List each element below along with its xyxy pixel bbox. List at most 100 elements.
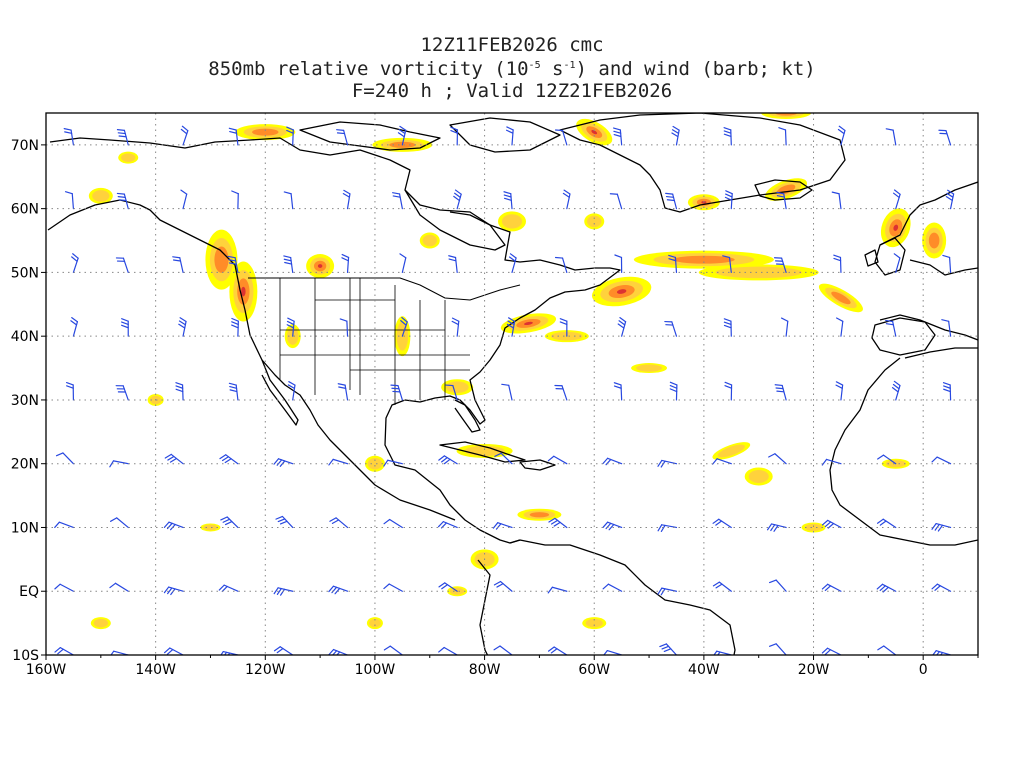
wind-barb bbox=[506, 317, 516, 337]
wind-barb bbox=[669, 381, 678, 401]
wind-barb bbox=[671, 125, 680, 146]
wind-barb bbox=[877, 454, 897, 465]
vorticity-contour bbox=[317, 264, 323, 268]
vorticity-contour bbox=[775, 113, 798, 116]
wind-barb bbox=[493, 645, 513, 655]
wind-barb bbox=[339, 318, 349, 337]
hudson-bay bbox=[404, 189, 506, 251]
wind-barb bbox=[508, 253, 517, 274]
wind-barb bbox=[383, 459, 403, 467]
wind-barb bbox=[712, 518, 732, 529]
wind-barb bbox=[931, 583, 952, 592]
wind-barb bbox=[109, 582, 129, 592]
lon-tick-label: 120W bbox=[245, 662, 286, 678]
wind-barb bbox=[329, 517, 349, 529]
wind-barb bbox=[286, 126, 294, 146]
lat-tick-label: 70N bbox=[11, 138, 39, 154]
lon-tick-label: 100W bbox=[355, 662, 396, 678]
wind-barb bbox=[228, 127, 239, 146]
chart-title: 12Z11FEB2026 cmc bbox=[420, 34, 604, 56]
wind-barb bbox=[554, 384, 568, 401]
subtitle-exponent-2: -1 bbox=[563, 60, 576, 71]
chart-subtitle: 850mb relative vorticity (10-5 s-1) and … bbox=[0, 58, 1024, 80]
vorticity-contour bbox=[445, 381, 469, 393]
lon-tick-label: 160W bbox=[26, 662, 67, 678]
wind-barb bbox=[774, 384, 787, 401]
vorticity-blob bbox=[205, 229, 238, 290]
vorticity-contour bbox=[585, 618, 603, 628]
wind-barb bbox=[109, 460, 129, 468]
lon-tick-label: 60W bbox=[578, 662, 610, 678]
lon-tick-label: 20W bbox=[798, 662, 830, 678]
lat-tick-label: 60N bbox=[11, 202, 39, 218]
wind-barb bbox=[617, 316, 627, 337]
wind-barb bbox=[453, 189, 462, 210]
wind-barb bbox=[602, 457, 623, 466]
wind-barb bbox=[833, 254, 842, 274]
wind-barb bbox=[547, 646, 568, 655]
wind-barb bbox=[178, 317, 187, 337]
vorticity-contour bbox=[804, 523, 823, 532]
wind-barb bbox=[54, 521, 75, 529]
wind-barb bbox=[287, 381, 296, 401]
wind-barb bbox=[55, 452, 75, 465]
europe-coast bbox=[879, 181, 978, 341]
wind-barb bbox=[231, 317, 239, 337]
wind-barb bbox=[891, 380, 901, 401]
vorticity-blob bbox=[712, 442, 751, 460]
subtitle-part-1: 850mb relative vorticity (10 bbox=[208, 58, 529, 80]
wind-barb bbox=[115, 257, 129, 274]
wind-barb bbox=[778, 127, 787, 146]
wind-barb bbox=[383, 583, 403, 592]
wind-barb bbox=[163, 521, 184, 531]
wind-barb bbox=[110, 650, 129, 655]
wind-barb bbox=[399, 253, 407, 274]
vorticity-blob bbox=[761, 113, 812, 119]
vorticity-blob bbox=[584, 213, 605, 230]
wind-barb bbox=[438, 582, 458, 592]
canada-arctic-islands bbox=[299, 117, 561, 153]
wind-barb bbox=[336, 129, 349, 146]
wind-barb bbox=[942, 382, 952, 401]
baja bbox=[261, 359, 299, 426]
vorticity-contour bbox=[616, 289, 627, 294]
vorticity-blob bbox=[880, 208, 911, 248]
wind-barb bbox=[724, 190, 733, 210]
vorticity-blob bbox=[366, 617, 383, 630]
wind-barb bbox=[837, 125, 846, 146]
wind-barb bbox=[768, 579, 787, 592]
wind-barb bbox=[547, 586, 568, 594]
vorticity-contour bbox=[524, 321, 533, 326]
wind-barb bbox=[931, 456, 952, 465]
wind-barb bbox=[712, 458, 732, 465]
vorticity-contour bbox=[636, 364, 663, 372]
wind-barb bbox=[723, 318, 732, 337]
lat-tick-label: 10S bbox=[12, 648, 39, 664]
lon-tick-label: 0 bbox=[919, 662, 928, 678]
wind-barbs bbox=[54, 125, 955, 655]
wind-barb bbox=[337, 383, 349, 401]
florida bbox=[454, 399, 481, 433]
wind-barb bbox=[383, 518, 403, 529]
wind-barb bbox=[219, 454, 239, 465]
british-isles bbox=[864, 237, 906, 276]
vorticity-contour bbox=[928, 232, 940, 249]
wind-barb bbox=[110, 517, 129, 529]
vorticity-blob bbox=[90, 617, 111, 630]
vorticity-contour bbox=[214, 246, 229, 273]
north-america-coast bbox=[49, 137, 621, 544]
vorticity-blob bbox=[364, 455, 385, 472]
vorticity-contour bbox=[893, 224, 899, 231]
wind-barb bbox=[116, 192, 129, 210]
plot-frame bbox=[45, 112, 979, 656]
vorticity-blob bbox=[517, 508, 562, 521]
wind-barb bbox=[722, 255, 732, 274]
wind-barb bbox=[445, 384, 458, 401]
vorticity-blob bbox=[592, 276, 652, 307]
vorticity-blob bbox=[500, 313, 557, 334]
wind-barb bbox=[227, 255, 239, 274]
wind-barb bbox=[228, 382, 239, 401]
wind-barb bbox=[657, 587, 678, 596]
wind-barb bbox=[390, 384, 403, 401]
